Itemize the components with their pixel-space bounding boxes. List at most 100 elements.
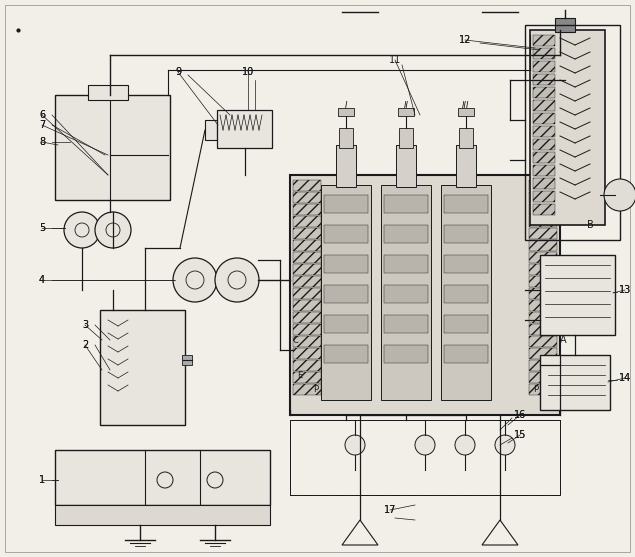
Circle shape	[215, 258, 259, 302]
Bar	[444, 315, 488, 333]
Circle shape	[64, 212, 100, 248]
Bar	[529, 360, 557, 371]
Bar	[529, 240, 557, 251]
Bar	[533, 126, 555, 137]
Text: 10: 10	[242, 67, 254, 77]
Bar	[293, 204, 321, 215]
Bar	[533, 165, 555, 176]
Bar	[293, 300, 321, 311]
Bar	[529, 228, 557, 239]
Text: 8: 8	[39, 137, 45, 147]
Text: B: B	[587, 220, 593, 230]
Bar	[293, 216, 321, 227]
Bar	[293, 192, 321, 203]
Bar	[384, 345, 428, 363]
Bar	[324, 255, 368, 273]
Bar	[324, 345, 368, 363]
Bar	[459, 128, 473, 148]
Bar	[533, 191, 555, 202]
Text: 9: 9	[175, 67, 181, 77]
Bar	[540, 355, 610, 410]
Bar	[293, 384, 321, 395]
Bar	[529, 204, 557, 215]
Bar	[529, 192, 557, 203]
Bar	[529, 324, 557, 335]
Bar	[293, 312, 321, 323]
Bar	[384, 225, 428, 243]
Text: 6: 6	[39, 110, 45, 120]
Text: 16: 16	[514, 410, 526, 420]
Bar	[533, 61, 555, 72]
Bar	[293, 264, 321, 275]
Bar	[533, 87, 555, 98]
Bar	[533, 113, 555, 124]
Bar	[444, 195, 488, 213]
Bar	[529, 300, 557, 311]
Text: C: C	[292, 335, 298, 344]
Bar	[293, 360, 321, 371]
Text: 1: 1	[39, 475, 45, 485]
Bar	[529, 372, 557, 383]
Text: P: P	[533, 385, 538, 394]
Bar	[293, 252, 321, 263]
Bar	[533, 152, 555, 163]
Text: 2: 2	[82, 340, 88, 350]
Bar	[533, 139, 555, 150]
Text: E: E	[297, 370, 303, 379]
Circle shape	[345, 435, 365, 455]
Bar	[529, 276, 557, 287]
Circle shape	[95, 212, 131, 248]
Text: 4: 4	[39, 275, 45, 285]
Bar	[293, 276, 321, 287]
Bar	[444, 345, 488, 363]
Bar	[100, 310, 185, 425]
Text: 4: 4	[39, 275, 45, 285]
Bar	[205, 120, 217, 140]
Bar	[384, 255, 428, 273]
Bar	[290, 175, 560, 415]
Bar	[396, 145, 416, 187]
Bar	[55, 505, 270, 525]
Text: 5: 5	[39, 223, 45, 233]
Bar	[540, 255, 615, 335]
Bar	[324, 225, 368, 243]
Text: 7: 7	[39, 120, 45, 130]
Bar	[444, 285, 488, 303]
Bar	[533, 100, 555, 111]
Text: 17: 17	[384, 505, 396, 515]
Text: 3: 3	[82, 320, 88, 330]
Circle shape	[173, 258, 217, 302]
Text: 16: 16	[514, 410, 526, 420]
Bar	[398, 108, 414, 116]
Text: I: I	[345, 100, 347, 110]
Bar	[384, 285, 428, 303]
Bar	[458, 108, 474, 116]
Text: 17: 17	[384, 505, 396, 515]
Text: 13: 13	[619, 285, 631, 295]
Bar	[441, 185, 491, 400]
Text: 2: 2	[82, 340, 88, 350]
Text: 9: 9	[175, 67, 181, 77]
Text: 13: 13	[619, 285, 631, 295]
Bar	[293, 180, 321, 191]
Bar	[555, 18, 575, 32]
Bar	[293, 240, 321, 251]
Bar	[324, 315, 368, 333]
Text: 15: 15	[514, 430, 526, 440]
Bar	[533, 48, 555, 59]
Bar	[529, 384, 557, 395]
Bar	[533, 35, 555, 46]
Bar	[182, 355, 192, 365]
Bar	[529, 288, 557, 299]
Bar	[399, 128, 413, 148]
Bar	[55, 95, 170, 200]
Text: III: III	[462, 100, 470, 110]
Circle shape	[604, 179, 635, 211]
Bar	[293, 228, 321, 239]
Bar	[293, 288, 321, 299]
Bar	[529, 312, 557, 323]
Bar	[384, 315, 428, 333]
Bar	[338, 108, 354, 116]
Bar	[293, 372, 321, 383]
Text: A: A	[559, 335, 566, 345]
